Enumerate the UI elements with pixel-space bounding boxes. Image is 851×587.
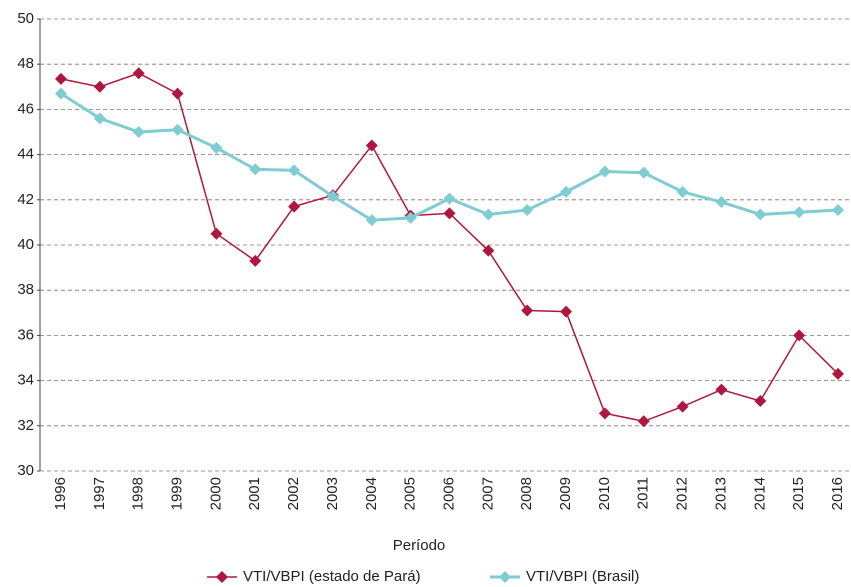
- x-tick-label: 2010: [596, 477, 613, 510]
- x-tick-label: 1998: [130, 477, 147, 510]
- x-tick-label: 2009: [557, 477, 574, 510]
- x-tick-label: 2008: [518, 477, 535, 510]
- x-tick-label: 2005: [402, 477, 419, 510]
- data-point: [171, 123, 184, 136]
- x-tick-label: 2007: [479, 477, 496, 510]
- x-tick-label: 2014: [751, 477, 768, 510]
- data-point: [132, 67, 145, 80]
- data-point: [93, 112, 106, 125]
- legend-label: VTI/VBPI (Brasil): [526, 568, 639, 585]
- data-point: [832, 367, 844, 380]
- y-tick-label: 42: [17, 191, 34, 208]
- x-tick-label: 2000: [207, 477, 224, 510]
- y-tick-label: 46: [17, 100, 34, 117]
- data-point: [132, 126, 145, 138]
- data-point: [55, 72, 67, 85]
- data-point: [793, 206, 806, 219]
- data-point: [637, 415, 650, 428]
- x-tick-label: 2006: [440, 477, 457, 510]
- data-point: [93, 80, 106, 93]
- data-point: [482, 244, 495, 257]
- data-point: [365, 214, 378, 227]
- data-point: [55, 87, 67, 100]
- data-point: [365, 139, 378, 152]
- data-point: [560, 185, 573, 198]
- data-point: [793, 329, 806, 342]
- x-tick-label: 2004: [363, 477, 380, 510]
- data-point: [288, 200, 301, 213]
- legend-marker: [216, 571, 228, 583]
- data-point: [832, 203, 844, 216]
- data-point: [443, 192, 456, 205]
- y-tick-label: 48: [17, 55, 34, 72]
- data-point: [598, 407, 611, 420]
- data-point: [521, 304, 534, 317]
- data-point: [443, 207, 456, 220]
- data-point: [715, 196, 728, 209]
- y-tick-label: 32: [17, 417, 34, 434]
- data-point: [754, 208, 767, 221]
- data-point: [210, 227, 223, 240]
- y-tick-label: 40: [17, 236, 34, 253]
- data-point: [326, 190, 339, 203]
- data-point: [754, 394, 767, 407]
- y-tick-label: 44: [17, 146, 34, 163]
- legend-marker: [499, 571, 511, 583]
- x-tick-label: 1996: [52, 477, 69, 510]
- x-tick-label: 2011: [635, 477, 652, 509]
- x-tick-label: 2003: [324, 477, 341, 510]
- legend-label: VTI/VBPI (estado de Pará): [243, 568, 421, 585]
- data-point: [249, 254, 262, 267]
- data-point: [404, 211, 417, 224]
- data-point: [210, 141, 223, 154]
- y-tick-label: 36: [17, 326, 34, 343]
- data-point: [171, 87, 184, 100]
- y-tick-label: 34: [17, 372, 34, 389]
- data-point: [676, 185, 689, 198]
- data-point: [249, 163, 262, 176]
- x-tick-label: 2002: [285, 477, 302, 510]
- data-point: [637, 166, 650, 179]
- x-tick-label: 1999: [169, 477, 186, 510]
- data-point: [598, 165, 611, 178]
- x-tick-label: 2001: [246, 477, 263, 510]
- x-tick-label: 1997: [91, 477, 108, 510]
- data-point: [482, 208, 495, 221]
- data-point: [715, 383, 728, 396]
- y-tick-label: 38: [17, 281, 34, 298]
- data-point: [521, 203, 534, 216]
- data-point: [288, 164, 301, 177]
- x-tick-label: 2012: [674, 477, 691, 510]
- x-tick-label: 2016: [829, 477, 846, 510]
- y-tick-label: 50: [17, 10, 34, 27]
- x-axis-title: Período: [393, 537, 446, 554]
- data-point: [676, 400, 689, 413]
- y-tick-label: 30: [17, 462, 34, 479]
- data-point: [560, 305, 573, 318]
- x-tick-label: 2015: [790, 477, 807, 510]
- x-tick-label: 2013: [712, 477, 729, 510]
